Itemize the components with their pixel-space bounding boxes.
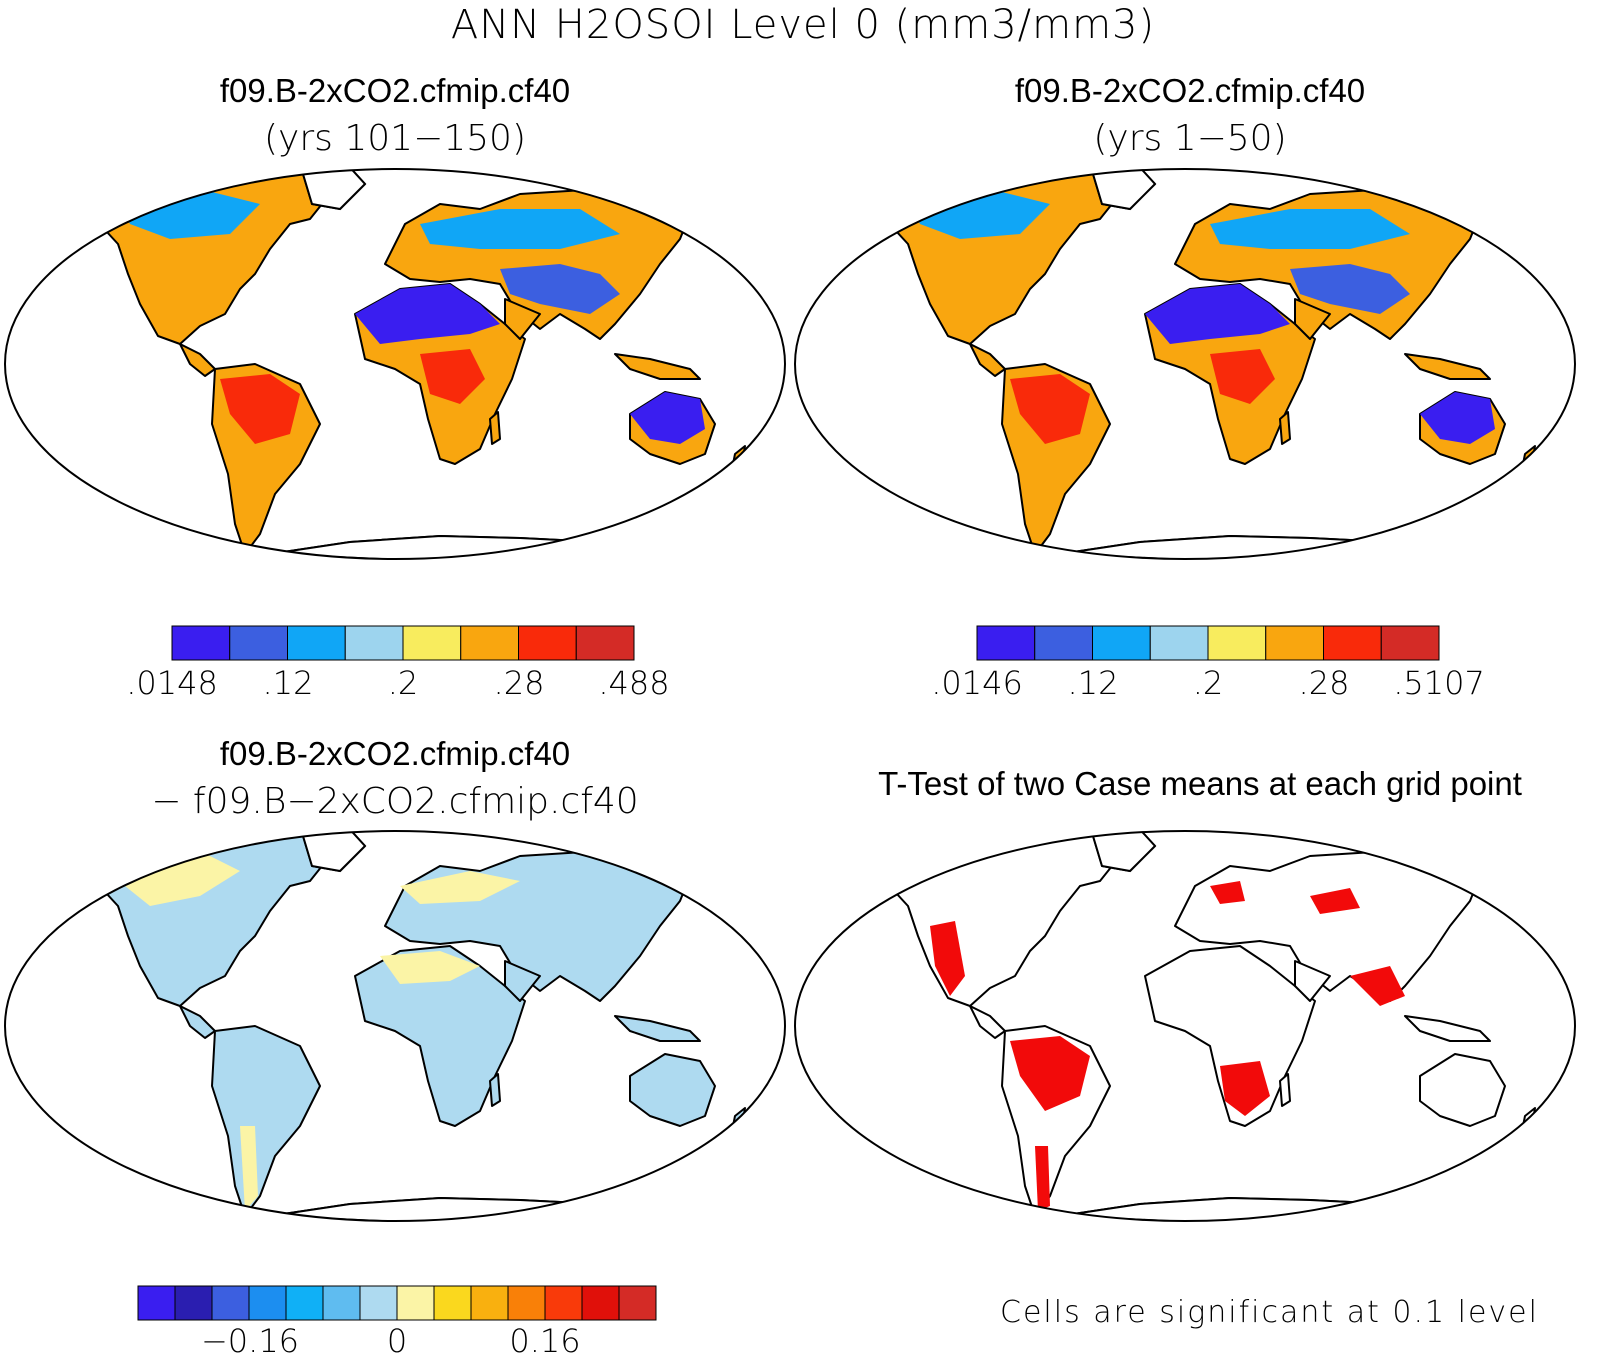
colorbar-swatch bbox=[470, 1285, 509, 1321]
colorbar-swatch bbox=[137, 1285, 176, 1321]
colorbar-top-right bbox=[976, 625, 1440, 661]
colorbar-swatch bbox=[248, 1285, 287, 1321]
colorbar-swatch bbox=[359, 1285, 398, 1321]
colorbar-swatch bbox=[1207, 625, 1267, 661]
panel-subtitle-bottom-left: − f09.B−2xCO2.cfmip.cf40 bbox=[151, 781, 639, 822]
map-top-left bbox=[4, 168, 786, 560]
panel-title-bottom-left: f09.B-2xCO2.cfmip.cf40 bbox=[219, 735, 571, 772]
colorbar-swatch bbox=[518, 625, 577, 661]
colorbar-swatch bbox=[544, 1285, 583, 1321]
colorbar-swatch bbox=[174, 1285, 213, 1321]
colorbar-swatch bbox=[285, 1285, 324, 1321]
map-top-right bbox=[794, 168, 1576, 560]
colorbar-top-left bbox=[171, 625, 635, 661]
colorbar-swatch bbox=[433, 1285, 472, 1321]
colorbar-swatch bbox=[1092, 625, 1151, 661]
panel-subtitle-top-right: (yrs 1−50) bbox=[1093, 118, 1287, 159]
colorbar-label: .2 bbox=[1192, 664, 1224, 702]
colorbar-swatch bbox=[1149, 625, 1209, 661]
colorbar-swatch bbox=[1034, 625, 1093, 661]
colorbar-label: .488 bbox=[598, 664, 670, 702]
colorbar-label: .28 bbox=[1298, 664, 1350, 702]
significance-note: Cells are significant at 0.1 level bbox=[1000, 1295, 1539, 1330]
colorbar-swatch bbox=[1265, 625, 1324, 661]
colorbar-swatch bbox=[322, 1285, 361, 1321]
colorbar-swatch bbox=[344, 625, 404, 661]
colorbar-label: .2 bbox=[387, 664, 419, 702]
main-title: ANN H2OSOI Level 0 (mm3/mm3) bbox=[450, 2, 1156, 48]
colorbar-swatch bbox=[211, 1285, 250, 1321]
panel-title-top-right: f09.B-2xCO2.cfmip.cf40 bbox=[1014, 72, 1366, 109]
colorbar-label: .0148 bbox=[126, 664, 218, 702]
panel-subtitle-top-left: (yrs 101−150) bbox=[264, 118, 526, 159]
colorbar-swatch bbox=[460, 625, 519, 661]
colorbar-swatch bbox=[287, 625, 346, 661]
colorbar-label: .0146 bbox=[931, 664, 1023, 702]
colorbar-swatch bbox=[507, 1285, 546, 1321]
colorbar-label: .12 bbox=[1067, 664, 1119, 702]
colorbar-label: 0.16 bbox=[509, 1322, 581, 1360]
colorbar-swatch bbox=[1323, 625, 1382, 661]
colorbar-swatch bbox=[581, 1285, 620, 1321]
map-bottom-right bbox=[794, 830, 1576, 1222]
colorbar-swatch bbox=[396, 1285, 435, 1321]
colorbar-swatch bbox=[171, 625, 231, 661]
panel-title-bottom-right: T-Test of two Case means at each grid po… bbox=[878, 765, 1522, 802]
colorbar-label: .12 bbox=[262, 664, 314, 702]
map-bottom-left bbox=[4, 830, 786, 1222]
panel-title-top-left: f09.B-2xCO2.cfmip.cf40 bbox=[219, 72, 571, 109]
colorbar-swatch bbox=[575, 625, 635, 661]
colorbar-label: −0.16 bbox=[200, 1322, 300, 1360]
colorbar-swatch bbox=[402, 625, 462, 661]
colorbar-swatch bbox=[229, 625, 288, 661]
colorbar-bottom-left bbox=[137, 1285, 657, 1321]
colorbar-label: .28 bbox=[493, 664, 545, 702]
colorbar-label: .5107 bbox=[1393, 664, 1485, 702]
colorbar-swatch bbox=[618, 1285, 657, 1321]
colorbar-label: 0 bbox=[386, 1322, 408, 1360]
colorbar-swatch bbox=[1380, 625, 1440, 661]
colorbar-swatch bbox=[976, 625, 1036, 661]
